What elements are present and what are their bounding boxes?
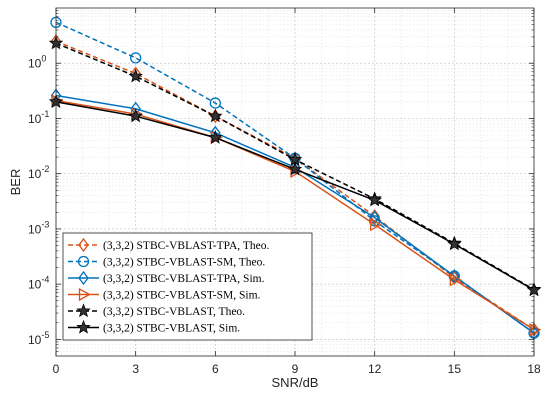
data-point	[289, 160, 301, 175]
data-point	[208, 130, 223, 144]
y-tick-label: 10-2	[28, 164, 49, 181]
y-tick-label: 10-1	[28, 109, 49, 126]
legend-label: (3,3,2) STBC-VBLAST-TPA, Sim.	[103, 273, 265, 285]
legend-box	[62, 232, 313, 341]
legend-item: (3,3,2) STBC-VBLAST-SM, Sim.	[68, 287, 261, 302]
x-tick-label: 3	[132, 362, 139, 376]
data-point	[367, 192, 382, 207]
legend-item: (3,3,2) STBC-VBLAST-TPA, Theo.	[68, 237, 269, 253]
legend-marker	[78, 237, 89, 253]
y-tick-label: 10-3	[28, 219, 49, 236]
legend-marker	[78, 270, 89, 286]
data-point	[128, 68, 143, 83]
data-point	[449, 268, 460, 284]
x-tick-label: 9	[292, 362, 299, 376]
y-tick-label: 10-4	[28, 275, 49, 292]
axis-ticks	[55, 8, 535, 356]
y-tick-label: 10-5	[28, 330, 49, 347]
legend-marker	[77, 255, 90, 268]
data-point	[370, 217, 383, 232]
data-point	[128, 108, 143, 123]
data-point	[447, 236, 462, 251]
legend-label: (3,3,2) STBC-VBLAST-SM, Theo.	[103, 257, 265, 269]
legend-item: (3,3,2) STBC-VBLAST-SM, Theo.	[68, 255, 265, 269]
legend-label: (3,3,2) STBC-VBLAST-SM, Sim.	[103, 290, 261, 302]
x-tick-label: 12	[368, 362, 382, 376]
series-layer	[48, 16, 542, 341]
data-point	[529, 323, 542, 337]
legend-label: (3,3,2) STBC-VBLAST, Theo.	[103, 306, 245, 318]
data-point	[449, 273, 462, 287]
data-point	[208, 108, 223, 123]
data-point	[369, 209, 380, 224]
legend-marker	[76, 303, 91, 318]
data-point	[287, 161, 303, 176]
legend: (3,3,2) STBC-VBLAST-TPA, Theo. (3,3,2) ST…	[62, 232, 313, 341]
data-point	[130, 52, 142, 64]
y-tick-label: 100	[28, 54, 46, 71]
y-tick-labels: 10-5 10-4 10-3 10-2 10-1 100	[28, 54, 49, 347]
x-tick-label: 0	[53, 362, 60, 376]
x-tick-label: 18	[527, 362, 541, 376]
legend-item: (3,3,2) STBC-VBLAST-TPA, Sim.	[68, 270, 265, 286]
data-point	[209, 97, 221, 109]
legend-label: (3,3,2) STBC-VBLAST-TPA, Theo.	[103, 240, 269, 252]
legend-marker	[76, 319, 91, 334]
data-point	[449, 270, 460, 285]
x-tick-label: 15	[448, 362, 462, 376]
legend-marker	[78, 287, 91, 302]
legend-item: (3,3,2) STBC-VBLAST, Sim.	[68, 319, 240, 335]
legend-label: (3,3,2) STBC-VBLAST, Sim.	[103, 323, 240, 335]
x-tick-labels: 0 3 6 9 12 15 18	[53, 362, 541, 376]
x-tick-label: 6	[212, 362, 219, 376]
y-axis-label: BER	[8, 169, 23, 196]
legend-item: (3,3,2) STBC-VBLAST, Theo.	[68, 303, 245, 318]
x-axis-label: SNR/dB	[272, 375, 319, 390]
